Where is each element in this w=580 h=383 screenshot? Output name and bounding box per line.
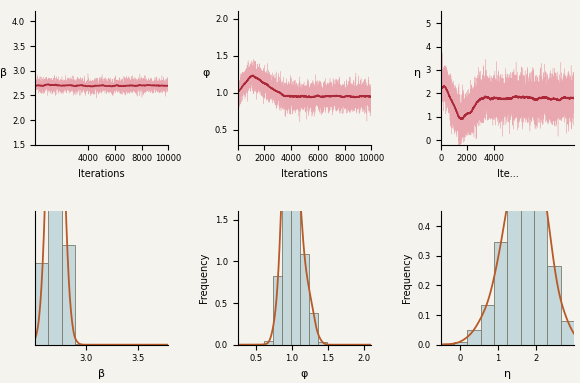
X-axis label: Ite...: Ite... [496, 169, 519, 179]
Y-axis label: Frequency: Frequency [402, 253, 412, 303]
Y-axis label: φ: φ [203, 68, 210, 78]
Bar [481, 305, 494, 345]
Bar [534, 168, 548, 345]
Y-axis label: Frequency: Frequency [200, 253, 209, 303]
Bar [548, 266, 561, 345]
Bar [561, 321, 574, 345]
X-axis label: φ: φ [301, 369, 308, 379]
X-axis label: β: β [98, 369, 105, 379]
Bar [508, 163, 521, 345]
Bar [291, 125, 300, 345]
Bar [48, 0, 61, 345]
Bar [467, 330, 481, 345]
X-axis label: Iterations: Iterations [281, 169, 328, 179]
Bar [264, 341, 273, 345]
Bar [35, 263, 48, 345]
Bar [318, 342, 327, 345]
Bar [61, 246, 75, 345]
Bar [494, 242, 508, 345]
X-axis label: η: η [504, 369, 511, 379]
Bar [441, 344, 454, 345]
Bar [282, 87, 291, 345]
Bar [273, 276, 282, 345]
Y-axis label: η: η [414, 68, 421, 78]
Bar [454, 342, 467, 345]
Y-axis label: β: β [0, 68, 7, 78]
Bar [521, 121, 534, 345]
Bar [300, 254, 309, 345]
X-axis label: Iterations: Iterations [78, 169, 125, 179]
Bar [309, 313, 318, 345]
Bar [75, 344, 88, 345]
